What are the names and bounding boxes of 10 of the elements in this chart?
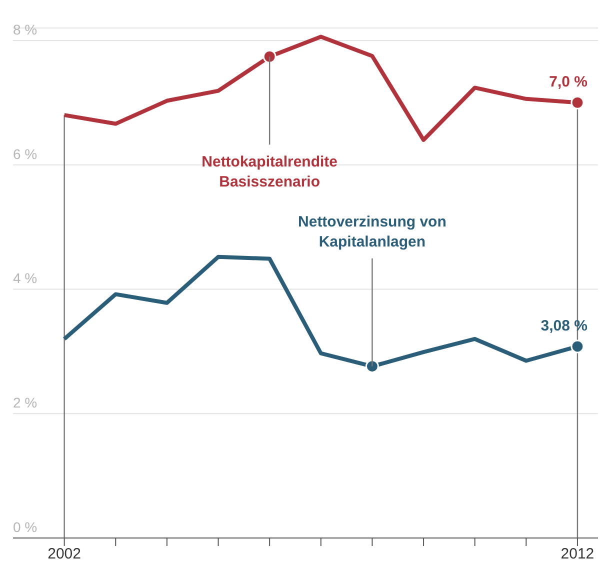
x-tick-label: 2002: [48, 546, 82, 563]
y-tick-label: 2 %: [13, 394, 38, 411]
y-tick-label: 4 %: [13, 270, 38, 286]
y-tick-label: 8 %: [13, 21, 38, 38]
data-label: 7,0 %: [549, 74, 588, 91]
y-tick-label: 0 %: [13, 519, 38, 535]
y-tick-label: 6 %: [13, 146, 38, 162]
series-label: Nettoverzinsung von Kapitalanlagen: [298, 213, 446, 250]
text: Nettokapitalrendite Basisszenario: [202, 154, 338, 191]
x-tick-label: 2012: [560, 546, 594, 563]
